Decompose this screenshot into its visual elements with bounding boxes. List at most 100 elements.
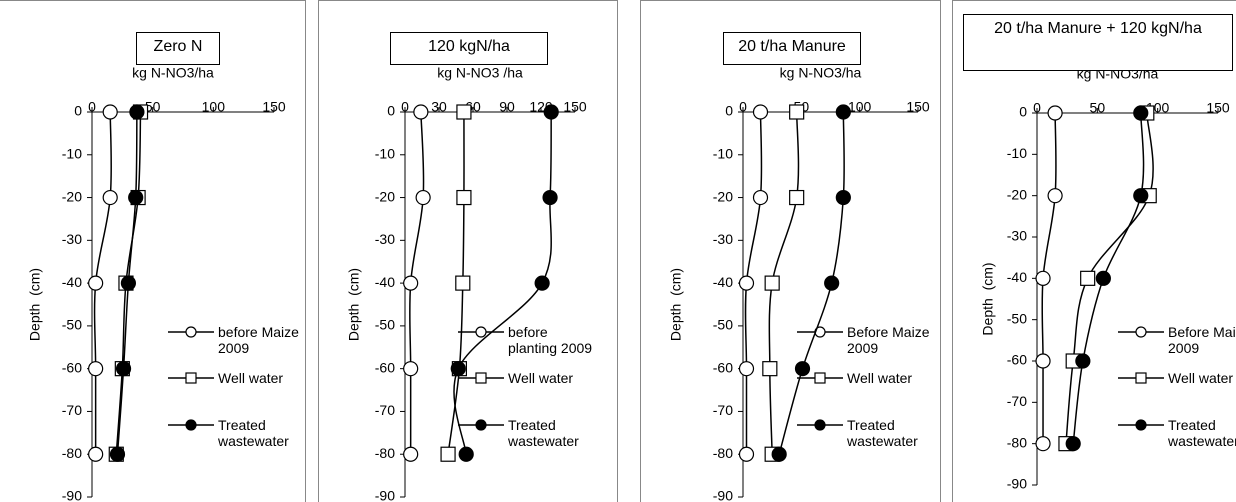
legend-label: Well water (218, 370, 284, 386)
legend-marker (1135, 419, 1147, 431)
legend-marker (814, 372, 826, 384)
y-tick-label: -70 (62, 402, 82, 418)
legend-label: Treated wastewater (218, 417, 289, 449)
chart-title: 20 t/ha Manure (723, 32, 861, 65)
chart-title: 120 kgN/ha (390, 32, 548, 65)
y-tick-label: -80 (1007, 434, 1027, 450)
legend-label: Well water (1168, 370, 1234, 386)
x-tick-label: 50 (145, 99, 161, 115)
y-axis-label: Depth (cm) (27, 268, 43, 341)
data-point (455, 275, 471, 291)
legend-label: Well water (508, 370, 574, 386)
y-axis-label: Depth (cm) (346, 268, 362, 341)
y-tick-label: -50 (375, 317, 395, 333)
y-tick-label: -10 (375, 145, 395, 161)
data-point (1047, 188, 1063, 204)
data-point (762, 361, 778, 377)
x-tick-label: 0 (739, 99, 747, 115)
legend-label: Treated wastewater (508, 417, 579, 449)
legend-marker (475, 372, 487, 384)
y-tick-label: 0 (387, 103, 395, 119)
legend-marker (185, 326, 197, 338)
y-tick-label: -10 (62, 145, 82, 161)
data-point (120, 275, 136, 291)
data-point (458, 446, 474, 462)
data-point (403, 275, 419, 291)
data-point (403, 361, 419, 377)
data-point (102, 104, 118, 120)
y-tick-label: -20 (62, 188, 82, 204)
data-point (771, 446, 787, 462)
x-tick-label: 90 (499, 99, 515, 115)
data-point (115, 361, 132, 377)
x-axis-label: kg N-NO3 /ha (437, 65, 523, 81)
data-point (794, 361, 811, 377)
legend-label: Well water (847, 370, 913, 386)
y-tick-label: 0 (1019, 104, 1027, 120)
data-point (128, 189, 144, 206)
y-tick-label: -80 (713, 445, 733, 461)
data-point (415, 189, 431, 206)
legend-label: before planting 2009 (508, 324, 593, 356)
y-tick-label: -80 (62, 445, 82, 461)
y-tick-label: 0 (725, 103, 733, 119)
y-axis-label: Depth (cm) (980, 262, 996, 335)
data-point (450, 361, 466, 377)
data-point (542, 189, 558, 206)
legend-label: Before Maize 2009 (1168, 324, 1236, 356)
x-tick-label: 0 (88, 99, 96, 115)
y-tick-label: -80 (375, 445, 395, 461)
legend-marker (475, 326, 487, 338)
data-point (764, 275, 780, 291)
legend-marker (475, 419, 487, 431)
y-tick-label: -40 (375, 274, 395, 290)
legend-label: before Maize 2009 (218, 324, 299, 356)
x-tick-label: 0 (401, 99, 409, 115)
panel-frame (0, 0, 306, 502)
legend-marker (1135, 326, 1147, 338)
data-point (88, 446, 104, 462)
data-point (789, 104, 805, 120)
y-tick-label: -60 (62, 359, 82, 375)
data-point (835, 189, 851, 206)
y-tick-label: -90 (62, 488, 82, 502)
x-tick-label: 150 (262, 99, 286, 115)
y-tick-label: -20 (1007, 186, 1027, 202)
y-tick-label: -30 (713, 231, 733, 247)
y-tick-label: -60 (375, 359, 395, 375)
data-point (1035, 353, 1051, 369)
y-tick-label: -30 (375, 231, 395, 247)
y-tick-label: -70 (1007, 393, 1027, 409)
data-point (1035, 270, 1051, 286)
data-point (789, 189, 805, 206)
data-point (102, 189, 118, 206)
x-axis-label: kg N-NO3/ha (780, 65, 862, 81)
y-tick-label: -10 (713, 145, 733, 161)
data-point (88, 361, 104, 377)
data-point (129, 104, 145, 120)
data-point (534, 275, 550, 291)
y-tick-label: -10 (1007, 145, 1027, 161)
data-point (738, 275, 755, 291)
data-point (456, 189, 472, 206)
legend-label: Before Maize 2009 (847, 324, 930, 356)
panel-frame (640, 0, 941, 502)
y-tick-label: -20 (375, 188, 395, 204)
y-tick-label: -50 (62, 317, 82, 333)
data-point (1065, 436, 1081, 452)
y-tick-label: -40 (713, 274, 733, 290)
x-tick-label: 150 (1206, 100, 1230, 116)
legend-marker (1135, 372, 1147, 384)
data-point (109, 446, 126, 462)
panel-frame (952, 0, 1236, 502)
x-tick-label: 0 (1033, 100, 1041, 116)
data-point (1075, 353, 1091, 369)
legend-label: Treated wastewater (847, 417, 918, 449)
x-tick-label: 50 (1090, 100, 1106, 116)
x-axis-label: kg N-NO3/ha (132, 65, 214, 81)
y-tick-label: -30 (62, 231, 82, 247)
data-point (1095, 270, 1111, 286)
panel-frame (318, 0, 618, 502)
